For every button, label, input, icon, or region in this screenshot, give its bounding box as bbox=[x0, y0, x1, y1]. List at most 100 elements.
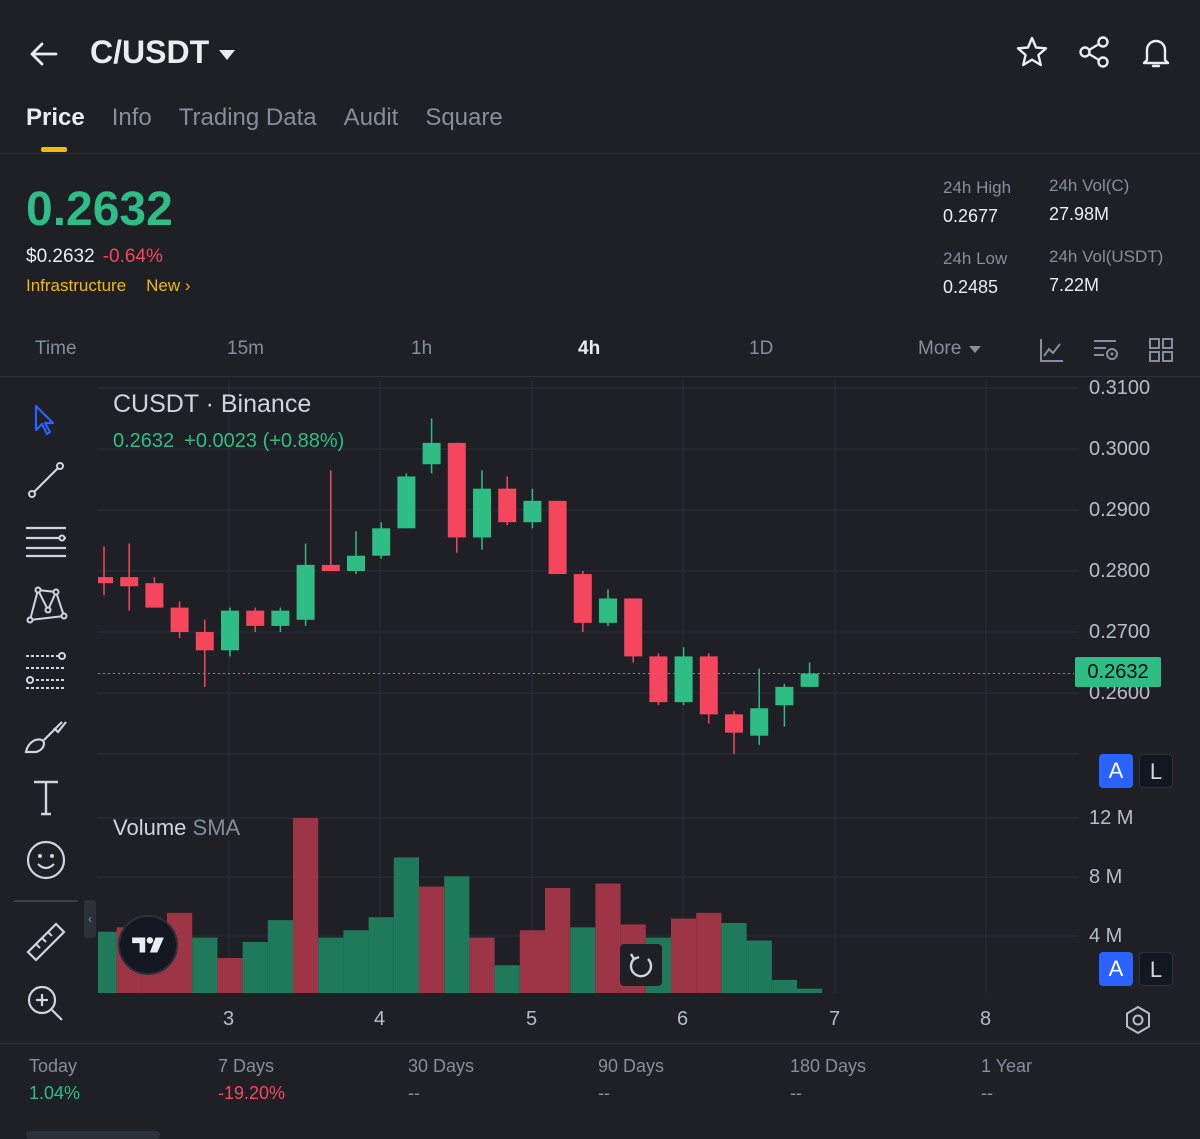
settings-gear-icon[interactable] bbox=[1122, 1004, 1154, 1036]
volume-bar bbox=[519, 930, 545, 993]
candle-body bbox=[800, 673, 819, 687]
candle-body bbox=[548, 500, 567, 575]
chart-grid bbox=[98, 380, 1078, 993]
volume-bar bbox=[318, 937, 344, 993]
zoom-in-icon[interactable] bbox=[22, 980, 70, 1028]
toolbar-divider bbox=[14, 900, 78, 902]
candle-body bbox=[624, 598, 643, 657]
x-tick-3: 6 bbox=[677, 1008, 689, 1030]
candles bbox=[98, 418, 819, 754]
perf-value: -- bbox=[981, 1083, 993, 1103]
current-price-tag: 0.2632 bbox=[1075, 657, 1161, 687]
volume-auto-scale-button[interactable]: A bbox=[1099, 952, 1133, 986]
star-icon[interactable] bbox=[1014, 34, 1050, 70]
tab-price[interactable]: Price bbox=[26, 104, 85, 152]
auto-scale-button[interactable]: A bbox=[1099, 754, 1133, 788]
tab-trading-data[interactable]: Trading Data bbox=[178, 104, 317, 131]
volume-log-scale-button[interactable]: L bbox=[1139, 952, 1173, 986]
log-scale-button[interactable]: L bbox=[1139, 754, 1173, 788]
bell-icon[interactable] bbox=[1138, 34, 1174, 70]
chevron-down-icon bbox=[969, 345, 982, 353]
volume-bar bbox=[368, 917, 394, 993]
interval-divider bbox=[0, 376, 1200, 377]
legend-price: 0.2632 bbox=[113, 430, 175, 452]
perf-value: 1.04% bbox=[29, 1083, 81, 1103]
volume-bars bbox=[98, 818, 823, 993]
perf-label: Today bbox=[29, 1056, 78, 1076]
vol-c-label: 24h Vol(C) bbox=[1049, 176, 1130, 195]
chart-settings-icon[interactable] bbox=[1092, 336, 1120, 364]
candle-body bbox=[120, 577, 139, 587]
fib-retracement-icon[interactable] bbox=[22, 646, 70, 694]
interval-1h[interactable]: 1h bbox=[411, 338, 433, 359]
share-icon[interactable] bbox=[1076, 34, 1112, 70]
pair-selector[interactable]: C/USDT bbox=[90, 34, 236, 71]
tag-new[interactable]: New › bbox=[146, 276, 190, 296]
emoji-icon[interactable] bbox=[22, 836, 70, 884]
interval-more[interactable]: More bbox=[918, 338, 982, 360]
candle-body bbox=[674, 656, 693, 703]
pair-name: C/USDT bbox=[90, 34, 210, 70]
interval-bar: Time 15m 1h 4h 1D More bbox=[0, 330, 1200, 376]
indicator-icon[interactable] bbox=[1038, 336, 1066, 364]
tradingview-logo-icon[interactable] bbox=[118, 915, 178, 975]
tag-category[interactable]: Infrastructure bbox=[26, 276, 127, 295]
interval-15m[interactable]: 15m bbox=[227, 338, 264, 359]
x-tick-0: 3 bbox=[223, 1008, 235, 1030]
candle-body bbox=[750, 708, 769, 736]
interval-time[interactable]: Time bbox=[35, 338, 77, 359]
volume-bar bbox=[393, 857, 419, 993]
interval-1d[interactable]: 1D bbox=[749, 338, 774, 359]
vol-usdt-label: 24h Vol(USDT) bbox=[1049, 247, 1164, 266]
candle-body bbox=[221, 610, 239, 651]
perf-today: Today 1.04% bbox=[29, 1056, 80, 1104]
perf-value: -- bbox=[790, 1083, 802, 1103]
ruler-icon[interactable] bbox=[22, 918, 70, 966]
tabs-divider bbox=[0, 153, 1200, 154]
perf-label: 30 Days bbox=[408, 1056, 475, 1076]
volume-bar bbox=[696, 912, 722, 993]
collapse-toolbar-icon[interactable]: ‹ bbox=[84, 900, 96, 938]
tab-square[interactable]: Square bbox=[425, 104, 503, 131]
text-tool-icon[interactable] bbox=[22, 774, 70, 822]
perf-1-year: 1 Year -- bbox=[981, 1056, 1032, 1104]
candle-body bbox=[246, 610, 265, 626]
interval-4h[interactable]: 4h bbox=[578, 338, 601, 359]
pattern-icon[interactable] bbox=[22, 580, 70, 628]
volume-bar bbox=[444, 876, 470, 993]
candle-body bbox=[649, 656, 668, 703]
candle-body bbox=[145, 583, 164, 608]
x-tick-1: 4 bbox=[374, 1008, 386, 1030]
price-scale-modes: A L bbox=[1099, 754, 1173, 788]
horizontal-lines-icon[interactable] bbox=[22, 518, 70, 566]
x-tick-5: 8 bbox=[980, 1008, 992, 1030]
brush-icon[interactable] bbox=[22, 712, 70, 760]
y-tick-0: 0.3100 bbox=[1089, 377, 1151, 399]
candle-body bbox=[422, 442, 441, 465]
tab-info[interactable]: Info bbox=[111, 104, 152, 131]
perf-30-days: 30 Days -- bbox=[408, 1056, 474, 1104]
top-bar: C/USDT bbox=[0, 0, 1200, 100]
candlestick-chart[interactable] bbox=[98, 380, 1200, 1042]
volume-bar bbox=[494, 965, 520, 993]
layout-grid-icon[interactable] bbox=[1147, 336, 1175, 364]
reset-chart-icon[interactable] bbox=[620, 944, 662, 986]
tag-new-label: New bbox=[146, 276, 181, 295]
perf-90-days: 90 Days -- bbox=[598, 1056, 664, 1104]
volume-bar bbox=[469, 937, 495, 993]
back-arrow-icon[interactable] bbox=[26, 36, 62, 72]
low-24h-label: 24h Low bbox=[943, 249, 1008, 268]
chart-symbol-title: CUSDT · Binance bbox=[113, 390, 312, 418]
tab-audit[interactable]: Audit bbox=[343, 104, 399, 131]
candle-body bbox=[347, 555, 365, 571]
perf-value: -- bbox=[598, 1083, 610, 1103]
volume-bar bbox=[746, 940, 772, 993]
candle-body bbox=[372, 528, 391, 556]
trend-line-icon[interactable] bbox=[22, 456, 70, 504]
chevron-right-icon: › bbox=[184, 276, 191, 295]
volume-title: Volume bbox=[113, 815, 187, 840]
candle-body bbox=[498, 488, 517, 523]
perf-180-days: 180 Days -- bbox=[790, 1056, 866, 1104]
perf-value: -- bbox=[408, 1083, 420, 1103]
cursor-icon[interactable] bbox=[22, 396, 70, 444]
